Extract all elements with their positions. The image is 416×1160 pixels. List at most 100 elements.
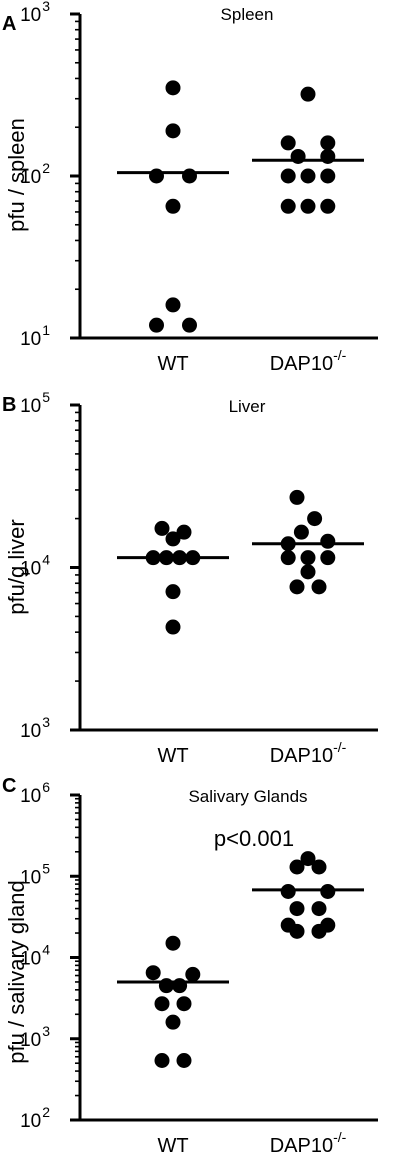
data-point xyxy=(311,901,327,917)
category-superscript: -/- xyxy=(333,347,347,363)
y-axis-label: pfu/g liver xyxy=(4,519,29,614)
data-point xyxy=(320,917,336,933)
data-point xyxy=(165,584,181,600)
data-point xyxy=(165,198,181,214)
panel-salivary-glands: C Salivary Glands pfu / salivary gland p… xyxy=(2,775,378,1157)
data-point xyxy=(154,520,170,536)
y-tick-label: 101 xyxy=(20,322,50,350)
data-marks xyxy=(117,851,364,1068)
y-tick-label: 105 xyxy=(20,389,50,417)
data-point xyxy=(300,198,316,214)
data-point xyxy=(300,86,316,102)
data-point xyxy=(320,883,336,899)
data-marks xyxy=(117,489,364,635)
tick-base: 10 xyxy=(20,867,41,888)
data-point xyxy=(172,978,188,994)
tick-exponent: 3 xyxy=(42,1023,50,1039)
data-point xyxy=(300,851,316,867)
data-point xyxy=(289,489,305,505)
data-point xyxy=(149,317,164,333)
tick-base: 10 xyxy=(20,559,41,580)
x-category-label: WT xyxy=(157,1135,188,1157)
tick-base: 10 xyxy=(20,786,41,807)
data-point xyxy=(300,564,316,580)
y-tick-label: 104 xyxy=(20,942,50,970)
data-point xyxy=(158,978,174,994)
data-point xyxy=(320,550,336,566)
data-point xyxy=(165,935,181,951)
data-point xyxy=(165,531,181,547)
tick-exponent: 2 xyxy=(42,160,50,176)
y-tick-label: 104 xyxy=(20,552,50,580)
y-tick-label: 103 xyxy=(20,1023,50,1051)
tick-exponent: 3 xyxy=(42,714,50,730)
data-point xyxy=(145,965,161,981)
tick-exponent: 6 xyxy=(42,779,50,795)
tick-base: 10 xyxy=(20,5,41,26)
panel-title: Liver xyxy=(229,397,266,416)
data-marks xyxy=(117,80,364,333)
tick-base: 10 xyxy=(20,721,41,742)
data-point xyxy=(149,168,164,184)
tick-exponent: 5 xyxy=(42,860,50,876)
data-point xyxy=(289,579,305,595)
data-point xyxy=(176,1052,192,1068)
y-tick-label: 102 xyxy=(20,1104,50,1132)
tick-base: 10 xyxy=(20,949,41,970)
y-tick-label: 106 xyxy=(20,779,50,807)
x-category-label: DAP10-/- xyxy=(270,1129,347,1157)
data-point xyxy=(307,511,323,527)
data-point xyxy=(320,198,336,214)
data-point xyxy=(165,1014,181,1030)
data-point xyxy=(154,996,170,1012)
data-point xyxy=(165,297,181,313)
data-point xyxy=(176,524,192,540)
y-tick-label: 102 xyxy=(20,160,50,188)
data-point xyxy=(311,579,327,595)
category-name: DAP10 xyxy=(270,353,333,375)
panel-title: Salivary Glands xyxy=(188,787,307,806)
data-point xyxy=(280,135,296,151)
category-name: DAP10 xyxy=(270,1135,333,1157)
tick-exponent: 1 xyxy=(42,322,50,338)
data-point xyxy=(280,883,296,899)
category-name: WT xyxy=(157,745,188,767)
data-point xyxy=(176,996,192,1012)
data-point xyxy=(154,1052,170,1068)
tick-exponent: 2 xyxy=(42,1104,50,1120)
tick-exponent: 3 xyxy=(42,0,50,14)
x-category-label: DAP10-/- xyxy=(270,739,347,767)
data-point xyxy=(320,168,336,184)
x-category-label: DAP10-/- xyxy=(270,347,347,375)
x-category-label: WT xyxy=(157,745,188,767)
x-category-label: WT xyxy=(157,353,188,375)
data-point xyxy=(300,550,316,566)
y-tick-label: 105 xyxy=(20,860,50,888)
tick-exponent: 5 xyxy=(42,389,50,405)
data-point xyxy=(300,168,316,184)
tick-exponent: 4 xyxy=(42,552,50,568)
tick-exponent: 4 xyxy=(42,942,50,958)
data-point xyxy=(182,317,197,333)
data-point xyxy=(280,168,296,184)
data-point xyxy=(311,859,327,875)
category-superscript: -/- xyxy=(333,1129,347,1145)
panel-label: A xyxy=(2,13,16,35)
data-point xyxy=(182,168,197,184)
data-point xyxy=(185,966,201,982)
y-axis-label: pfu / spleen xyxy=(4,118,29,232)
tick-base: 10 xyxy=(20,329,41,350)
tick-base: 10 xyxy=(20,396,41,417)
data-point xyxy=(165,123,181,139)
data-point xyxy=(280,198,296,214)
y-axis-label: pfu / salivary gland xyxy=(4,880,29,1063)
category-name: DAP10 xyxy=(270,745,333,767)
category-name: WT xyxy=(157,353,188,375)
tick-base: 10 xyxy=(20,167,41,188)
data-point xyxy=(293,524,309,540)
